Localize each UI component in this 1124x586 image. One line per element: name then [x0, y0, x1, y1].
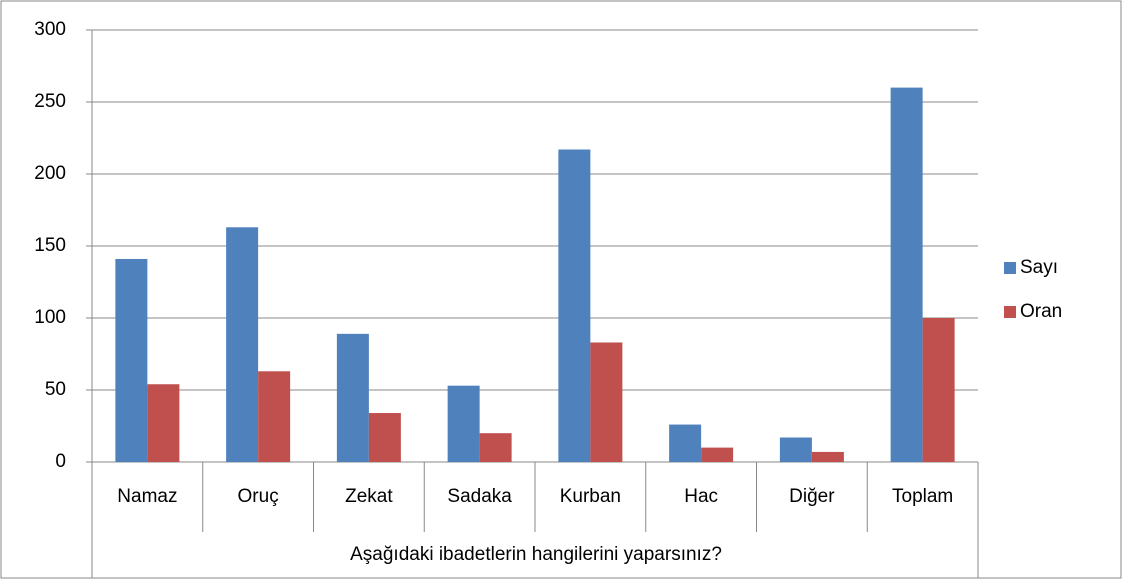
y-tick-label: 50 [45, 379, 66, 400]
bar [779, 437, 812, 462]
x-tick-label: Namaz [117, 486, 177, 507]
y-tick-label: 100 [34, 307, 66, 328]
bar [147, 384, 180, 462]
bar [115, 258, 148, 462]
x-tick-label: Oruç [238, 486, 279, 507]
bar [890, 87, 923, 462]
y-tick-label: 0 [55, 451, 66, 472]
bar [922, 318, 955, 462]
x-tick-label: Toplam [892, 486, 953, 507]
bar [226, 227, 259, 462]
x-tick-label: Zekat [345, 486, 393, 507]
x-tick-label: Sadaka [447, 486, 512, 507]
bar [669, 424, 702, 462]
y-tick-label: 150 [34, 235, 66, 256]
legend-label: Oran [1020, 301, 1062, 322]
y-tick-label: 300 [34, 19, 66, 40]
bar [811, 451, 844, 462]
x-group-label: Aşağıdaki ibadetlerin hangilerini yapars… [350, 544, 722, 565]
bar [558, 149, 591, 462]
x-tick-label: Kurban [560, 486, 621, 507]
bar [479, 433, 512, 462]
bar [701, 447, 734, 462]
bar [368, 413, 401, 462]
x-tick-label: Hac [684, 486, 718, 507]
bar [336, 333, 369, 462]
bar [590, 342, 623, 462]
bar [258, 371, 291, 462]
y-tick-label: 250 [34, 91, 66, 112]
x-tick-label: Diğer [789, 486, 835, 507]
bar [447, 385, 480, 462]
legend-label: Sayı [1020, 257, 1058, 278]
legend-swatch [1004, 262, 1016, 274]
y-tick-label: 200 [34, 163, 66, 184]
legend-swatch [1004, 306, 1016, 318]
